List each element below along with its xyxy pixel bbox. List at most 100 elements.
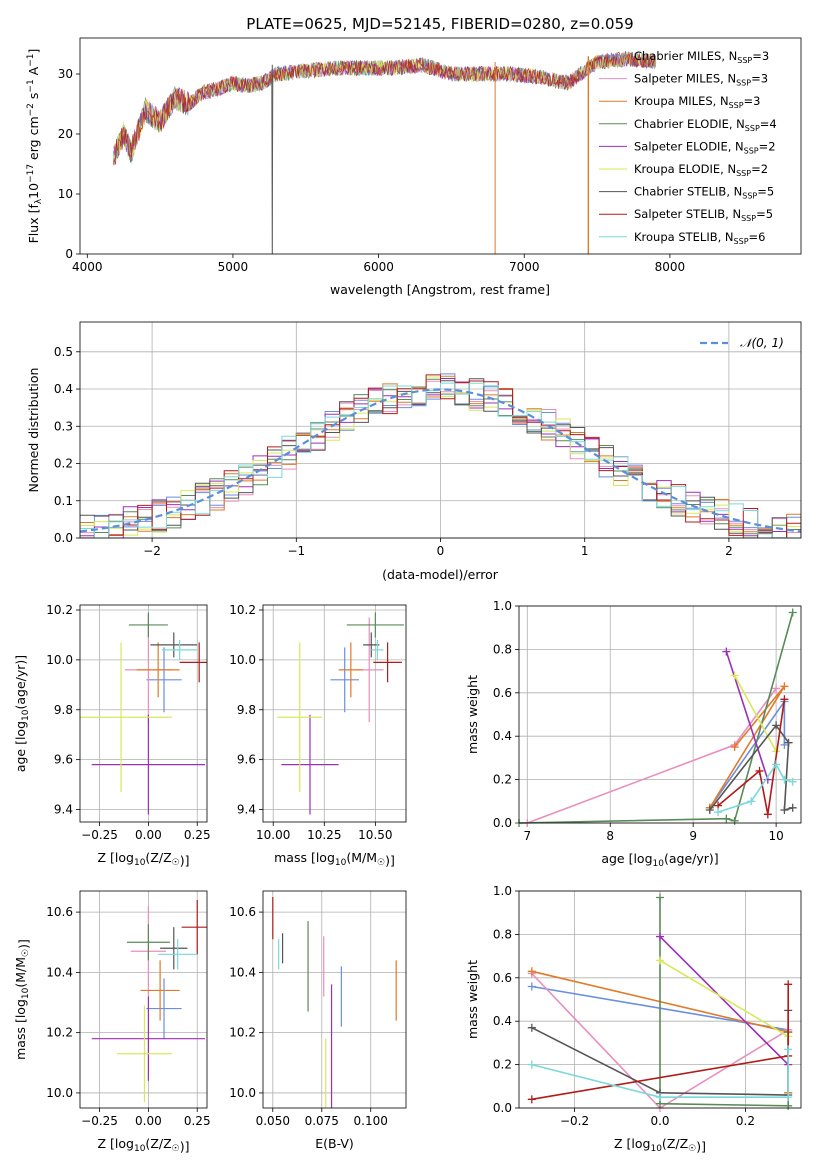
x-axis-label: Z [log10(Z/Z☉)]	[614, 1136, 706, 1154]
x-tick-label: 10.00	[256, 828, 290, 842]
x-tick-label: 6000	[363, 260, 394, 274]
weight-marker	[780, 805, 789, 814]
y-tick-label: 9.6	[54, 753, 73, 767]
weight-marker	[788, 608, 797, 617]
errorbar-group	[272, 897, 397, 1108]
weight-marker	[527, 967, 536, 976]
x-tick-label: 8000	[655, 260, 686, 274]
axes-frame	[262, 890, 407, 1109]
y-axis-label: Flux [fλ10−17 erg cm−2 s−1 A−1]	[26, 49, 44, 244]
y-tick-label: 0.1	[54, 494, 73, 508]
y-tick-label: 10	[58, 187, 73, 201]
age-vs-z-panel: −0.25 0.00 0.25 9.4 9.6 9.8 10.0 10.2 Z [log10(Z…	[13, 603, 211, 868]
age-vs-mass-panel: 10.00 10.25 10.50 9.4 9.6 9.8 10.0 10.2 mass [lo…	[229, 603, 407, 868]
x-tick-label: 4000	[72, 260, 103, 274]
weight-series-line	[733, 675, 777, 752]
weight-marker	[722, 814, 731, 823]
y-tick-label: 9.4	[237, 803, 256, 817]
weight-marker	[527, 1095, 536, 1104]
weight-series-line	[717, 699, 786, 815]
weight-marker	[780, 740, 789, 749]
y-tick-label: 0	[65, 247, 73, 261]
spectrum-legend: Chabrier MILES, NSSP=3 Salpeter MILES, NS…	[599, 49, 777, 246]
y-tick-label: 10.2	[46, 1026, 73, 1040]
weight-marker	[656, 1093, 664, 1102]
y-tick-label: 0.6	[493, 686, 512, 700]
y-tick-label: 0.3	[54, 419, 73, 433]
weight-marker	[772, 721, 781, 730]
x-tick-label: −1	[287, 544, 305, 558]
x-tick-label: 1	[581, 544, 589, 558]
weight-marker	[788, 777, 797, 786]
weight-series-line	[725, 651, 769, 780]
x-axis-label: wavelength [Angstrom, rest frame]	[330, 282, 550, 297]
y-tick-label: 20	[58, 127, 73, 141]
x-axis-label: (data-model)/error	[382, 567, 499, 582]
x-tick-label: 7000	[509, 260, 540, 274]
x-tick-label: 10.25	[307, 828, 341, 842]
legend-label: Kroupa ELODIE, NSSP=2	[634, 162, 768, 178]
weight-marker	[780, 682, 789, 691]
y-tick-label: 9.4	[54, 803, 73, 817]
x-tick-label: 0.25	[184, 828, 211, 842]
weight-marker	[730, 816, 739, 825]
histogram-step	[80, 374, 801, 538]
weight-marker	[784, 1101, 793, 1110]
weight-marker	[780, 775, 789, 784]
x-tick-label: 0.050	[256, 1114, 290, 1128]
weight-marker	[784, 980, 793, 989]
y-tick-label: 0.4	[54, 382, 73, 396]
y-tick-label: 10.2	[229, 1026, 256, 1040]
x-tick-label: 0.00	[135, 1114, 162, 1128]
x-tick-label: 0.075	[305, 1114, 339, 1128]
legend-label: Salpeter MILES, NSSP=3	[634, 72, 768, 88]
figure-title: PLATE=0625, MJD=52145, FIBERID=0280, z=0…	[246, 15, 633, 33]
y-tick-label: 1.0	[493, 884, 512, 898]
weight-marker	[730, 671, 739, 680]
y-tick-label: 0.0	[493, 1101, 512, 1115]
y-tick-label: 10.4	[46, 965, 73, 979]
x-axis-label: E(B-V)	[315, 1136, 354, 1151]
mass-vs-z-panel: −0.25 0.00 0.25 10.0 10.2 10.4 10.6 Z [log10(Z/…	[13, 890, 211, 1154]
x-axis-label: Z [log10(Z/Z☉)]	[98, 1136, 190, 1154]
errorbar-group	[277, 612, 404, 815]
weight-marker	[763, 810, 772, 819]
weight-marker	[772, 684, 781, 693]
histogram-step	[80, 382, 801, 538]
y-tick-label: 0.2	[493, 1058, 512, 1072]
legend-label: Chabrier ELODIE, NSSP=4	[634, 117, 777, 133]
weight-series-line	[659, 959, 789, 1038]
axes-frame	[79, 890, 208, 1109]
plot-area	[263, 891, 406, 1108]
histogram-group	[80, 373, 801, 538]
y-tick-label: 0.8	[493, 642, 512, 656]
weight-marker	[656, 956, 664, 965]
weight-marker	[772, 760, 781, 769]
y-tick-label: 0.2	[54, 457, 73, 471]
weight-marker	[730, 743, 739, 752]
legend-label: Kroupa STELIB, NSSP=6	[634, 230, 765, 246]
y-axis-label: mass [log10(M/M☉)]	[13, 939, 31, 1060]
y-tick-label: 10.0	[229, 1086, 256, 1100]
x-tick-label: 0	[437, 544, 445, 558]
x-tick-label: 5000	[218, 260, 249, 274]
y-tick-label: 10.2	[229, 603, 256, 617]
y-tick-label: 10.0	[229, 653, 256, 667]
legend-label: Salpeter STELIB, NSSP=5	[634, 207, 773, 223]
legend-label: Salpeter ELODIE, NSSP=2	[634, 139, 776, 155]
weight-marker	[784, 1045, 793, 1054]
weight-marker	[527, 1023, 536, 1032]
weight-marker	[747, 797, 756, 806]
x-axis-label: mass [log10(M/M☉)]	[274, 850, 395, 868]
errorbar-group	[80, 612, 207, 815]
legend-label: Chabrier STELIB, NSSP=5	[634, 185, 774, 201]
weight-series-line	[659, 936, 789, 1066]
x-tick-label: −0.2	[560, 1114, 589, 1128]
weight-marker	[784, 738, 793, 747]
y-tick-label: 0.8	[493, 927, 512, 941]
x-tick-label: 2	[725, 544, 733, 558]
weight-series-line	[531, 1049, 790, 1098]
axes-frame	[518, 605, 802, 824]
y-tick-label: 0.0	[493, 816, 512, 830]
